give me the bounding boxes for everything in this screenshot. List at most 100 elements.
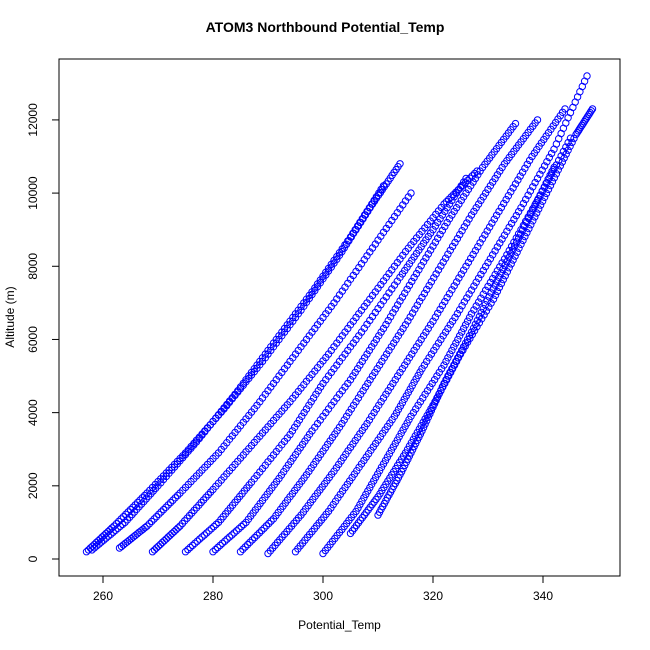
- data-point: [382, 390, 390, 398]
- data-point: [436, 230, 444, 239]
- data-point: [507, 188, 515, 196]
- data-point: [525, 156, 534, 165]
- data-point: [471, 246, 480, 255]
- data-point: [472, 278, 480, 286]
- data-point: [422, 254, 430, 262]
- data-point: [510, 238, 518, 246]
- data-point: [412, 343, 421, 351]
- data-point: [580, 118, 588, 126]
- data-point: [441, 297, 449, 306]
- data-point: [353, 222, 362, 230]
- data-point: [428, 379, 436, 388]
- data-point: [293, 419, 301, 428]
- data-point: [104, 532, 113, 540]
- data-point: [432, 343, 440, 351]
- data-point: [171, 494, 180, 502]
- data-point: [446, 246, 454, 255]
- data-point: [389, 309, 397, 317]
- data-point: [396, 297, 404, 305]
- data-point: [423, 387, 432, 395]
- data-point: [404, 317, 412, 325]
- data-point: [544, 175, 552, 183]
- data-point: [509, 184, 517, 192]
- data-point: [255, 529, 264, 537]
- data-point: [530, 203, 539, 211]
- data-point: [491, 174, 499, 183]
- data-point: [471, 320, 480, 328]
- data-point: [442, 357, 450, 366]
- data-point: [148, 517, 156, 526]
- data-point: [149, 487, 158, 495]
- data-point: [188, 509, 196, 517]
- data-point: [445, 290, 454, 298]
- data-point: [465, 215, 473, 223]
- data-point: [181, 517, 189, 525]
- data-point: [472, 302, 480, 310]
- data-point: [503, 227, 511, 236]
- data-point: [267, 517, 275, 525]
- data-point: [212, 520, 220, 529]
- data-point: [413, 301, 421, 309]
- data-point: [216, 541, 224, 550]
- data-point: [437, 386, 445, 394]
- data-point: [347, 405, 355, 413]
- data-point: [558, 158, 566, 166]
- data-point: [393, 301, 402, 309]
- data-point: [166, 531, 174, 539]
- data-point: [128, 510, 136, 519]
- data-point: [250, 533, 259, 542]
- data-point: [431, 313, 440, 321]
- data-point: [524, 214, 533, 223]
- data-point: [405, 354, 414, 362]
- data-point: [568, 138, 576, 147]
- data-point: [474, 298, 483, 306]
- data-point: [239, 520, 248, 529]
- data-point: [536, 191, 544, 199]
- data-point: [407, 412, 415, 420]
- data-point: [511, 242, 519, 250]
- data-point: [291, 423, 299, 431]
- data-point: [184, 545, 192, 554]
- data-point: [399, 324, 407, 333]
- data-point: [225, 533, 234, 541]
- data-point: [419, 258, 428, 266]
- data-point: [346, 376, 355, 384]
- data-point: [424, 250, 432, 258]
- data-point: [372, 405, 381, 413]
- data-point: [353, 365, 362, 373]
- data-point: [514, 234, 523, 242]
- data-point: [427, 350, 436, 358]
- data-point: [142, 495, 150, 503]
- data-point: [162, 503, 170, 511]
- data-point: [370, 196, 378, 205]
- data-point: [118, 520, 127, 529]
- data-point: [288, 427, 297, 435]
- data-point: [431, 222, 440, 230]
- data-point: [434, 393, 442, 401]
- data-point: [116, 522, 125, 530]
- data-point: [459, 343, 468, 351]
- data-point: [218, 539, 227, 547]
- data-point: [354, 394, 363, 402]
- data-point: [587, 107, 595, 115]
- data-point: [439, 332, 447, 340]
- data-point: [150, 515, 158, 523]
- data-point: [434, 266, 443, 274]
- data-point: [499, 265, 507, 274]
- data-point: [424, 413, 432, 421]
- data-point: [467, 328, 476, 336]
- data-point: [309, 394, 318, 402]
- data-point: [467, 310, 476, 318]
- data-point: [214, 543, 222, 552]
- data-point: [152, 544, 161, 552]
- data-point: [495, 207, 503, 216]
- data-point: [228, 531, 236, 539]
- data-point: [126, 513, 134, 521]
- data-point: [456, 230, 464, 239]
- data-point: [415, 266, 423, 274]
- data-point: [419, 394, 427, 402]
- data-point: [160, 537, 169, 545]
- data-point: [516, 172, 524, 180]
- data-point: [359, 387, 367, 395]
- y-tick-label: 0: [26, 555, 40, 562]
